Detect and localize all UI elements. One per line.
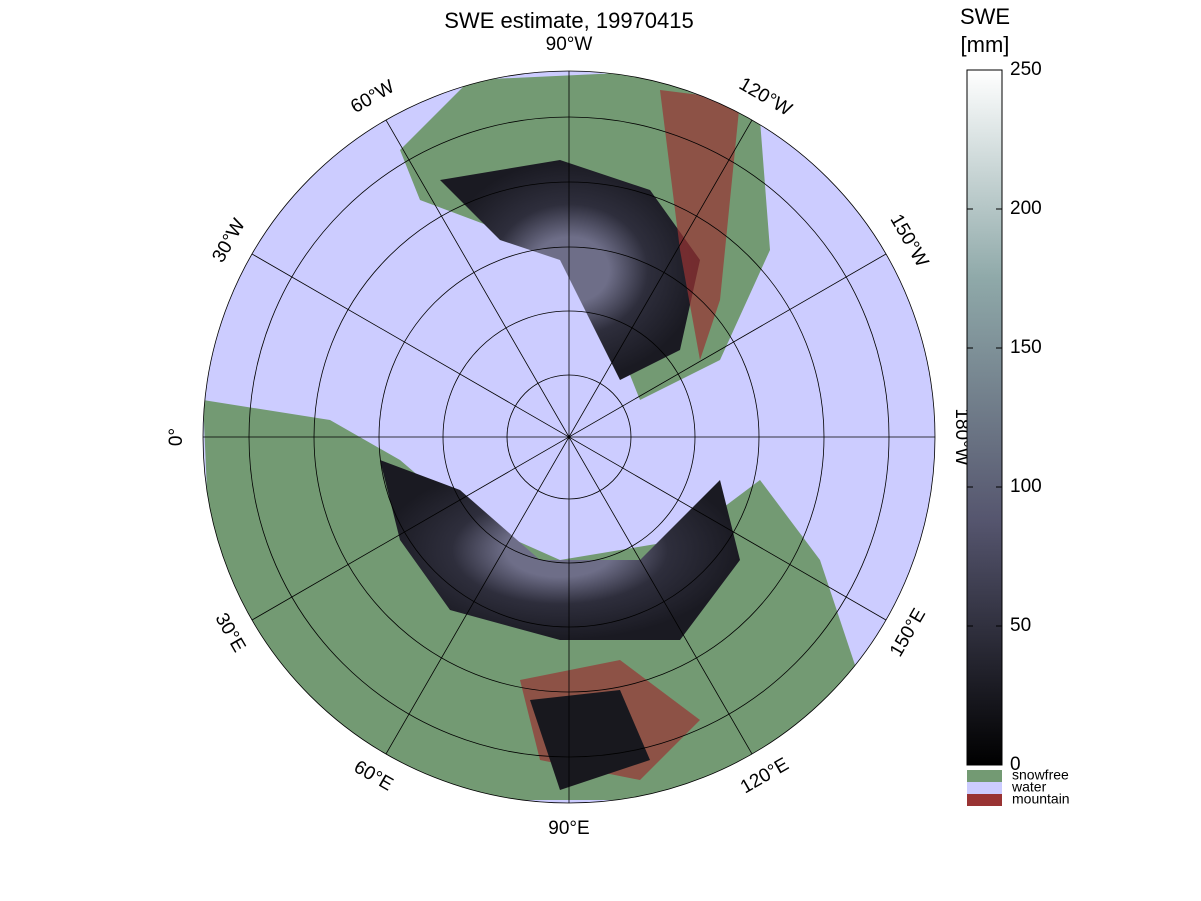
colorbar-tick-label: 50	[1010, 615, 1031, 636]
colorbar-tick-label: 200	[1010, 198, 1042, 219]
longitude-label: 60°E	[350, 757, 396, 796]
colorbar-tick-label: 250	[1010, 59, 1042, 80]
longitude-label: 150°W	[885, 211, 932, 271]
snow-eurasia	[380, 460, 740, 640]
colorbar-ticks: 0 50 100 150 200 250	[967, 59, 1042, 775]
legend-swatch	[967, 782, 1002, 794]
colorbar-tick-label: 0	[1010, 754, 1021, 775]
legend-swatch	[967, 770, 1002, 782]
longitude-label: 90°E	[548, 818, 589, 839]
colorbar-tick-label: 100	[1010, 476, 1042, 497]
legend-label: water	[1011, 779, 1047, 795]
snow-asia	[530, 690, 650, 790]
map-area	[203, 71, 935, 803]
longitude-label: 120°E	[737, 754, 793, 798]
graticule	[202, 70, 936, 804]
colorbar-tick-label: 150	[1010, 337, 1042, 358]
longitude-label: 30°W	[208, 215, 250, 266]
longitude-label: 150°E	[886, 605, 930, 661]
longitude-label: 0°	[166, 428, 187, 446]
colorbar-unit: [mm]	[961, 32, 1010, 57]
legend-label: mountain	[1012, 791, 1070, 807]
snow-na	[440, 160, 700, 380]
legend-label: snowfree	[1012, 767, 1069, 783]
colorbar-title: SWE	[960, 4, 1010, 29]
longitude-label: 30°E	[210, 610, 249, 656]
colorbar	[966, 69, 1003, 766]
longitude-label: 60°W	[347, 76, 398, 118]
longitude-label: 90°W	[546, 34, 593, 55]
meridian	[251, 253, 887, 621]
legend-swatch	[967, 794, 1002, 806]
longitude-label: 120°W	[735, 74, 795, 121]
rockies	[660, 90, 740, 360]
map-title: SWE estimate, 19970415	[444, 8, 693, 33]
